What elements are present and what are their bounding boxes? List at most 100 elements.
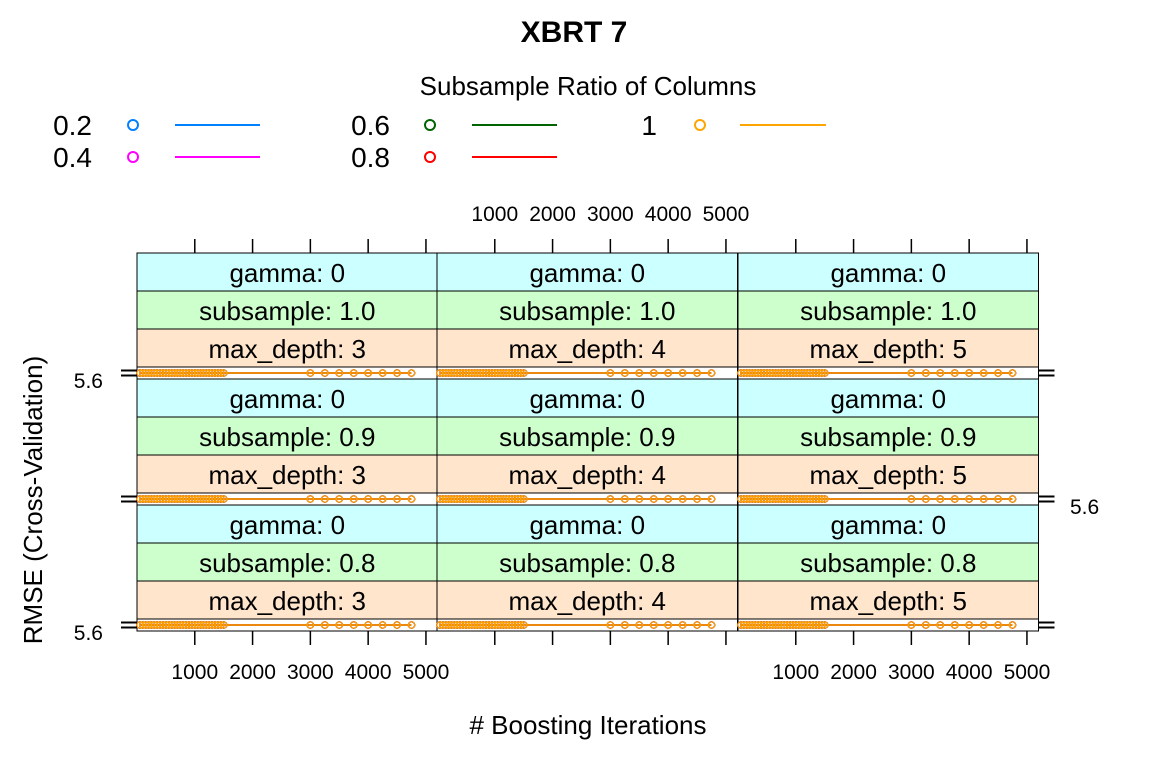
data-point xyxy=(800,369,809,377)
data-point xyxy=(502,369,511,377)
data-point xyxy=(364,369,372,377)
data-point xyxy=(768,369,777,377)
data-point xyxy=(482,369,490,377)
data-point xyxy=(185,621,193,629)
data-point xyxy=(496,621,505,629)
data-point xyxy=(479,369,488,377)
data-point xyxy=(693,369,701,377)
data-point xyxy=(774,621,783,629)
data-point xyxy=(707,621,716,629)
data-point xyxy=(488,495,496,503)
data-point xyxy=(306,621,315,629)
data-point xyxy=(214,621,222,629)
strip-label: gamma: 0 xyxy=(529,510,645,540)
data-point xyxy=(950,621,959,629)
strip-gamma xyxy=(436,252,738,292)
data-point xyxy=(162,495,170,503)
data-point xyxy=(147,495,156,503)
data-point xyxy=(757,495,765,503)
data-point xyxy=(441,369,450,377)
panel: gamma: 0 subsample: 0.8 max_depth: 4 xyxy=(436,504,738,632)
data-point xyxy=(407,495,416,503)
data-point xyxy=(803,369,812,377)
strip-label: gamma: 0 xyxy=(529,384,645,414)
x-tick-label-bottom: 1000 xyxy=(171,661,218,684)
data-point xyxy=(765,495,774,503)
data-point xyxy=(444,369,453,377)
strip-subsample xyxy=(136,542,438,582)
data-point xyxy=(205,369,214,377)
data-point xyxy=(606,369,615,377)
data-point xyxy=(193,369,202,377)
data-point xyxy=(479,621,488,629)
data-point xyxy=(447,621,456,629)
x-tick-label-top: 2000 xyxy=(529,203,576,226)
data-point xyxy=(922,621,930,629)
data-point xyxy=(678,495,687,503)
legend-label: 0.8 xyxy=(351,142,390,173)
strip-label: max_depth: 3 xyxy=(208,460,366,490)
data-point xyxy=(780,369,789,377)
strip-label: subsample: 0.8 xyxy=(800,548,976,578)
legend-marker xyxy=(127,119,139,131)
data-point xyxy=(185,369,193,377)
data-point xyxy=(208,495,216,503)
data-point xyxy=(156,495,164,503)
data-point xyxy=(190,621,199,629)
data-point xyxy=(789,369,797,377)
data-point xyxy=(464,495,473,503)
legend-marker xyxy=(127,151,139,163)
data-point xyxy=(219,621,228,629)
data-point xyxy=(765,369,774,377)
strip-subsample xyxy=(436,290,738,330)
data-point xyxy=(462,369,470,377)
data-point xyxy=(216,369,225,377)
data-point xyxy=(950,369,959,377)
data-point xyxy=(162,369,170,377)
data-point xyxy=(635,369,644,377)
data-point xyxy=(170,621,179,629)
data-point xyxy=(797,369,806,377)
data-point xyxy=(216,495,225,503)
strip-label: subsample: 0.9 xyxy=(499,422,675,452)
panel: gamma: 0 subsample: 0.8 max_depth: 5 xyxy=(737,504,1039,632)
data-point xyxy=(467,621,476,629)
y-tick-label-right: 5.6 xyxy=(1070,496,1099,519)
data-point xyxy=(820,495,829,503)
data-point xyxy=(760,369,768,377)
strip-label: subsample: 0.8 xyxy=(199,548,375,578)
strip-max-depth xyxy=(436,580,738,620)
data-point xyxy=(164,495,173,503)
data-point xyxy=(754,621,763,629)
x-tick-label-top: 4000 xyxy=(645,203,692,226)
data-point xyxy=(965,621,973,629)
data-point xyxy=(745,369,754,377)
data-point xyxy=(159,621,167,629)
data-point xyxy=(739,369,748,377)
data-point xyxy=(150,621,159,629)
data-point xyxy=(136,369,144,377)
data-point xyxy=(777,495,786,503)
data-point xyxy=(462,621,470,629)
data-point xyxy=(467,495,476,503)
data-point xyxy=(378,621,387,629)
data-point xyxy=(450,369,459,377)
data-point xyxy=(820,369,829,377)
data-point xyxy=(907,369,916,377)
data-point xyxy=(476,621,485,629)
strip-gamma xyxy=(136,252,438,292)
data-point xyxy=(783,369,791,377)
data-point xyxy=(519,369,528,377)
data-point xyxy=(965,495,973,503)
data-point xyxy=(453,621,462,629)
data-point xyxy=(470,495,479,503)
data-point xyxy=(803,495,812,503)
data-point xyxy=(335,621,344,629)
data-point xyxy=(306,495,315,503)
data-point xyxy=(771,621,780,629)
panel: gamma: 0 subsample: 0.9 max_depth: 3 xyxy=(136,378,438,506)
data-point xyxy=(1008,369,1017,377)
legend-title: Subsample Ratio of Columns xyxy=(420,71,757,101)
